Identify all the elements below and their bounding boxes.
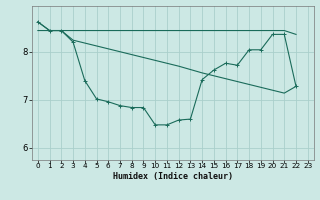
- X-axis label: Humidex (Indice chaleur): Humidex (Indice chaleur): [113, 172, 233, 181]
